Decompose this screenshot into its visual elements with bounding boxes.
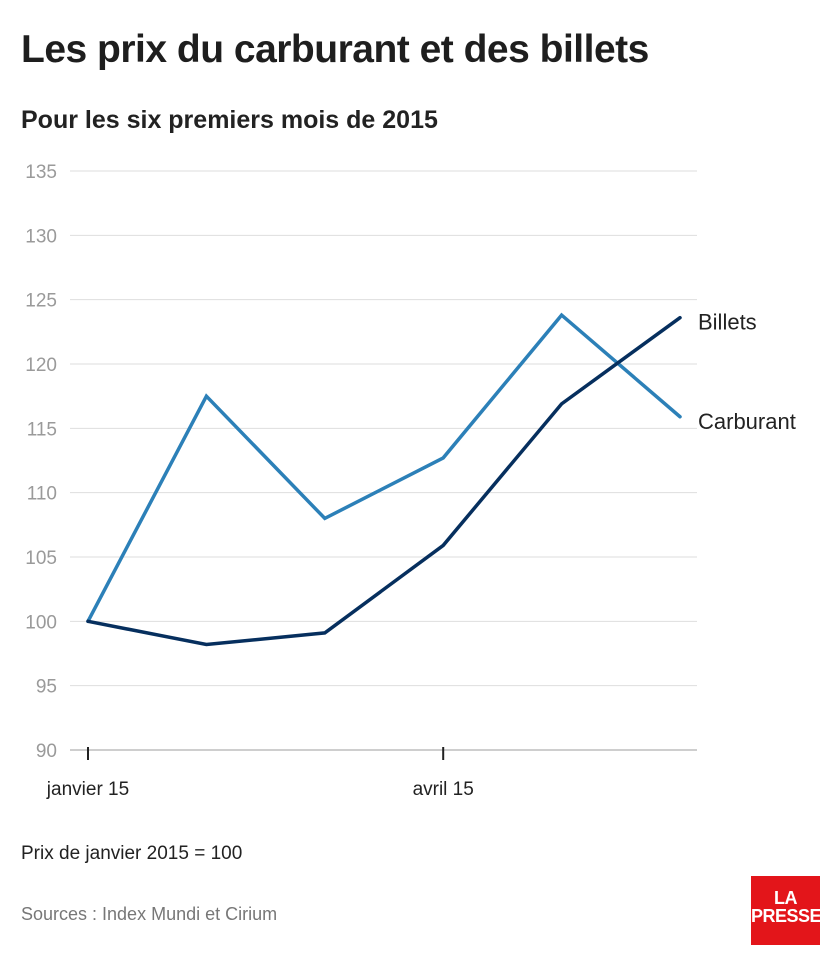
- line-chart: 135 130 125 120 115 110 105 100 95 90 janvier 15 a…: [25, 162, 796, 800]
- y-tick-label: 100: [25, 612, 57, 633]
- y-tick-label: 125: [25, 291, 57, 312]
- source-note: Sources : Index Mundi et Cirium: [21, 904, 278, 924]
- series-label-carburant: Carburant: [698, 409, 796, 434]
- y-tick-label: 95: [36, 677, 57, 698]
- la-presse-logo: LA PRESSE: [751, 876, 822, 945]
- logo-line-2: PRESSE: [751, 906, 822, 926]
- series-labels: Billets Carburant: [698, 310, 796, 434]
- series-lines: [86, 312, 682, 647]
- y-tick-label: 90: [36, 741, 57, 762]
- y-tick-label: 105: [25, 548, 57, 569]
- y-tick-label: 120: [25, 355, 57, 376]
- y-tick-label: 110: [27, 484, 57, 505]
- x-tick-label: janvier 15: [46, 779, 129, 800]
- logo-line-1: LA: [774, 888, 798, 908]
- chart-title: Les prix du carburant et des billets: [21, 28, 649, 71]
- series-label-billets: Billets: [698, 310, 757, 335]
- chart-subtitle: Pour les six premiers mois de 2015: [21, 106, 438, 134]
- index-note: Prix de janvier 2015 = 100: [21, 843, 243, 864]
- series-line-billets: [86, 315, 682, 647]
- x-axis: janvier 15 avril 15: [46, 747, 474, 800]
- x-tick-label: avril 15: [413, 779, 474, 800]
- y-tick-label: 130: [25, 226, 57, 247]
- series-line-carburant: [86, 312, 682, 624]
- y-axis-tick-labels: 135 130 125 120 115 110 105 100 95 90: [25, 162, 57, 762]
- gridlines: [70, 170, 697, 751]
- y-tick-label: 135: [25, 162, 57, 183]
- y-tick-label: 115: [27, 419, 57, 440]
